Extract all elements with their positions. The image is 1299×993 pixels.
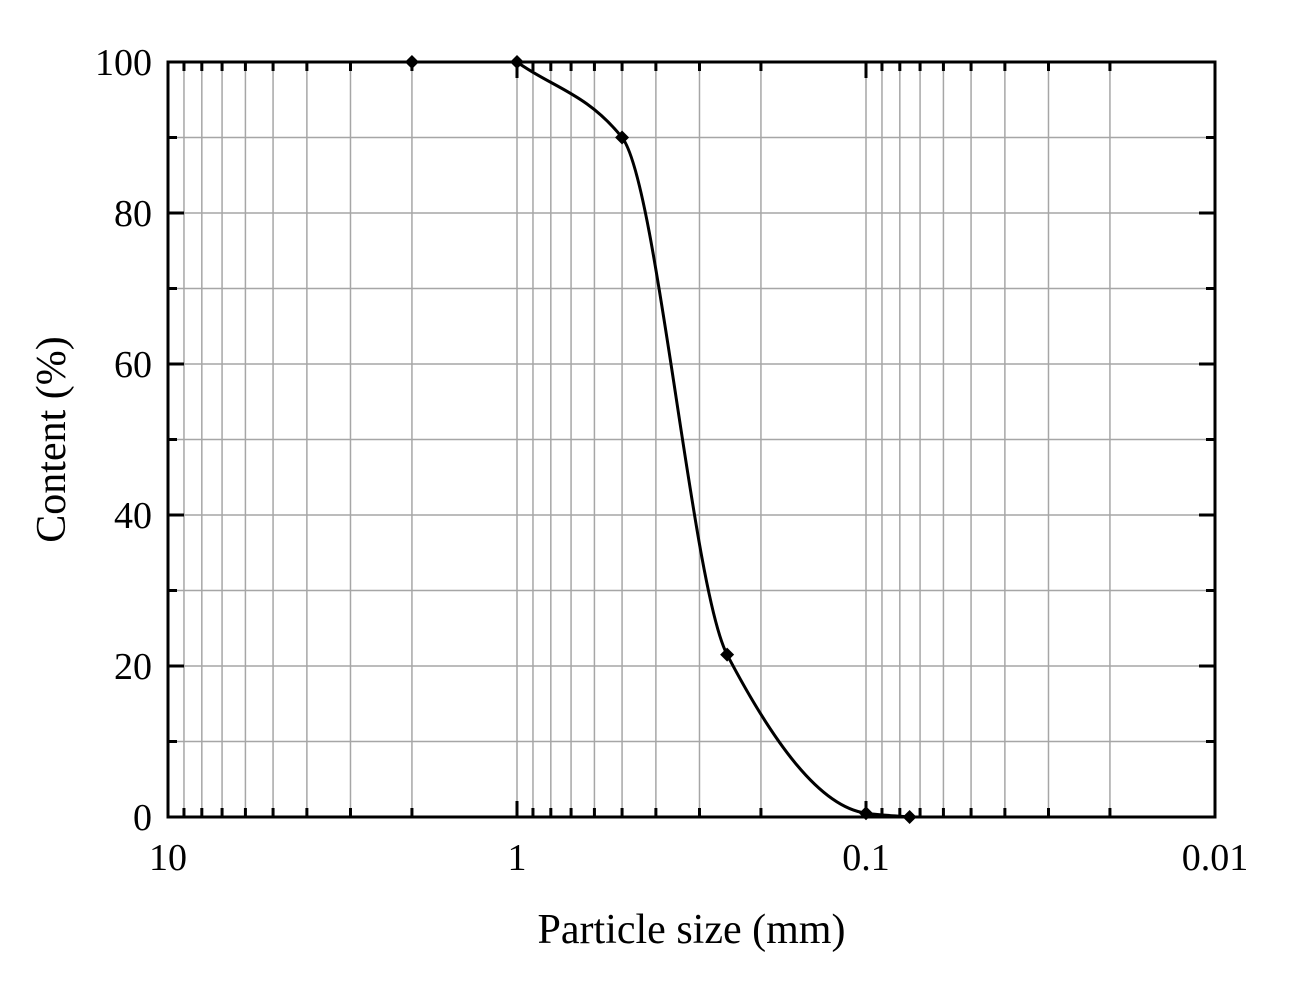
y-tick-label: 60 (114, 344, 152, 386)
data-point-diamond (404, 55, 419, 69)
y-tick-label: 0 (133, 797, 152, 839)
y-tick-label: 80 (114, 193, 152, 235)
x-tick-labels: 10 1 0.1 0.01 (149, 837, 1248, 879)
y-tick-labels: 0 20 40 60 80 100 (95, 42, 152, 839)
x-axis-title: Particle size (mm) (538, 907, 846, 953)
data-point-diamond (859, 806, 873, 821)
y-axis-title: Content (%) (29, 336, 75, 542)
x-tick-label: 1 (508, 837, 527, 879)
x-tick-label: 0.01 (1182, 837, 1249, 879)
data-point-diamond (720, 647, 735, 662)
axis-ticks (166, 60, 1217, 819)
y-tick-label: 40 (114, 495, 152, 537)
x-tick-label: 10 (149, 837, 187, 879)
y-tick-label: 20 (114, 646, 152, 688)
grid-lines (168, 61, 1216, 818)
data-point-diamond (615, 130, 630, 145)
x-tick-label: 0.1 (842, 837, 890, 879)
data-markers (404, 55, 917, 824)
data-point-diamond (902, 810, 917, 824)
data-point-diamond (510, 55, 524, 69)
y-tick-label: 100 (95, 42, 152, 84)
